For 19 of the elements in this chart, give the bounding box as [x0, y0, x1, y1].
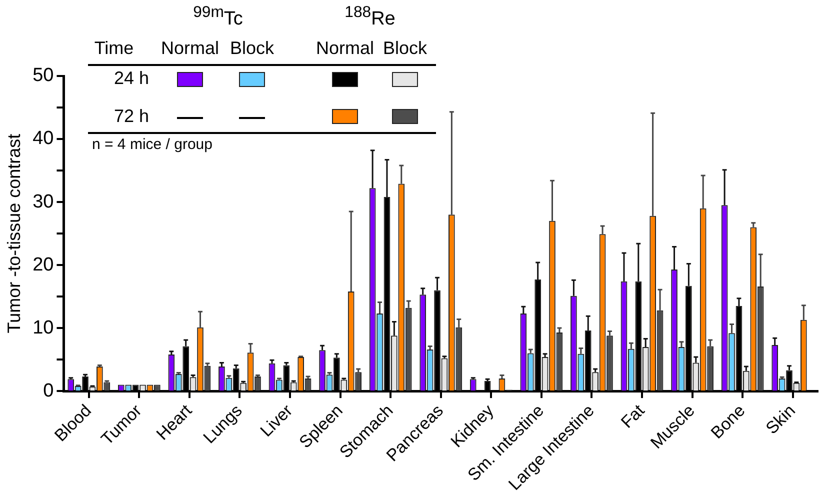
x-tick-label: Skin — [762, 400, 799, 438]
x-tick-label: Fat — [617, 400, 648, 432]
y-tick-label: 50 — [32, 65, 54, 86]
text: Block — [230, 38, 274, 59]
text: Time — [94, 38, 134, 59]
y-tick-label: 10 — [32, 317, 54, 338]
y-tick-label: 20 — [32, 254, 54, 276]
annotation: 24 h — [114, 68, 150, 89]
text: $^{99m}$Tc — [193, 4, 243, 30]
text: $^{188}$Re — [344, 4, 396, 30]
annotation: n = 4 mice / group — [92, 136, 212, 153]
y-axis-title: Tumor -to-tissue contrast — [4, 134, 24, 334]
text: Block — [382, 38, 428, 59]
y-tick-label: 0 — [43, 380, 54, 402]
annotation: 72 h — [114, 106, 150, 127]
text: Normal — [316, 38, 374, 59]
y-tick-label: 40 — [32, 128, 54, 150]
y-tick-label: 30 — [32, 191, 54, 212]
text: Normal — [160, 38, 220, 59]
